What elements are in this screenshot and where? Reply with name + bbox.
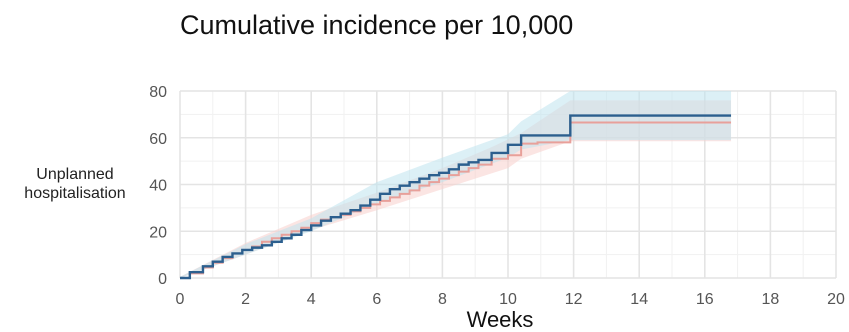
x-tick-label: 8 xyxy=(438,291,447,308)
x-tick-label: 0 xyxy=(176,291,185,308)
confidence-bands xyxy=(180,91,732,278)
x-tick-label: 14 xyxy=(630,291,648,308)
y-tick-label: 60 xyxy=(149,131,167,148)
series-lines xyxy=(180,114,732,280)
chart-title: Cumulative incidence per 10,000 xyxy=(180,10,574,40)
x-tick-label: 2 xyxy=(241,291,250,308)
y-tick-label: 80 xyxy=(149,84,167,101)
tick-labels: 0 2 4 6 8 10 12 14 16 18 20 0 20 40 60 80 xyxy=(149,84,845,308)
grid-lines xyxy=(179,90,837,279)
x-tick-label: 6 xyxy=(372,291,381,308)
confidence-band-series-2 xyxy=(180,91,732,278)
y-tick-label: 0 xyxy=(158,271,167,288)
series-line-2 xyxy=(180,114,732,280)
y-axis-label: Unplanned hospitalisation xyxy=(0,165,150,203)
y-tick-label: 20 xyxy=(149,224,167,241)
x-tick-label: 20 xyxy=(827,291,845,308)
x-axis-label: Weeks xyxy=(466,307,534,332)
x-tick-label: 18 xyxy=(762,291,780,308)
y-axis-label-line-1: Unplanned xyxy=(36,166,114,183)
x-tick-label: 16 xyxy=(696,291,714,308)
x-tick-label: 12 xyxy=(565,291,583,308)
y-axis-label-line-2: hospitalisation xyxy=(24,185,126,202)
x-tick-label: 10 xyxy=(499,291,517,308)
y-tick-label: 40 xyxy=(149,178,167,195)
x-tick-label: 4 xyxy=(307,291,316,308)
